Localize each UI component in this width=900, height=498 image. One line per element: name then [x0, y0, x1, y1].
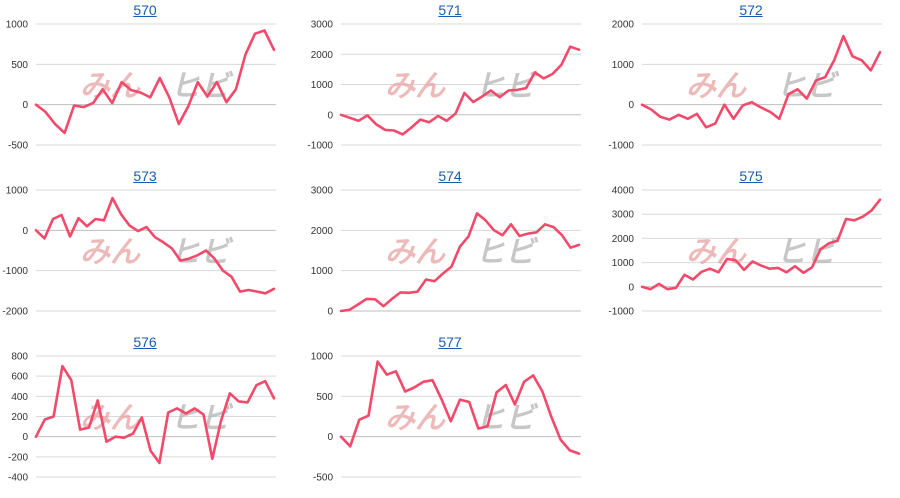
y-tick-label: -400: [8, 473, 28, 484]
y-tick-label: -1000: [307, 141, 333, 152]
watermark-text: みん: [686, 235, 747, 270]
chart-panel-575: 575 -1000 0 1000 2000 3000 4000 みん ヒビ: [606, 166, 896, 330]
chart-title-link[interactable]: 574: [438, 168, 462, 184]
watermark-text: ヒビ: [776, 235, 840, 270]
y-tick-label: 3000: [612, 210, 635, 221]
watermark-logo: みん ヒビ: [385, 401, 539, 436]
series-line: [34, 364, 276, 465]
watermark-text: みん: [80, 69, 141, 104]
y-tick-label: 200: [11, 412, 28, 423]
y-tick-label: -500: [313, 473, 333, 484]
chart-title-link[interactable]: 575: [739, 168, 763, 184]
y-tick-label: 0: [22, 432, 28, 443]
y-tick-label: 0: [22, 100, 28, 111]
chart-panel-574: 574 0 1000 2000 3000 みん ヒビ: [305, 166, 595, 330]
line-chart: -400 -200 0 200 400 600 800 みん ヒビ: [8, 352, 276, 484]
watermark-text: みん: [385, 69, 446, 104]
y-tick-label: 0: [22, 226, 28, 237]
y-tick-label: 2000: [612, 234, 635, 245]
y-tick-label: 3000: [311, 186, 334, 197]
chart-title-link[interactable]: 576: [133, 334, 157, 350]
chart-panel-573: 573 -2000 -1000 0 1000 みん ヒビ: [0, 166, 290, 330]
y-tick-label: -1000: [608, 307, 634, 318]
y-tick-label: 1000: [612, 60, 635, 71]
y-tick-label: 2000: [311, 226, 334, 237]
y-tick-label: 1000: [6, 186, 29, 197]
series-line: [640, 34, 882, 129]
line-chart: -2000 -1000 0 1000 みん ヒビ: [2, 186, 276, 318]
y-tick-label: 800: [11, 352, 28, 363]
watermark-text: ヒビ: [475, 69, 539, 104]
chart-panel-571: 571 -1000 0 1000 2000 3000 みん ヒビ: [305, 0, 595, 164]
y-tick-label: 0: [327, 432, 333, 443]
y-tick-label: 1000: [311, 80, 334, 91]
chart-panel-577: 577 -500 0 500 1000 みん ヒビ: [305, 332, 595, 496]
y-tick-label: 2000: [311, 50, 334, 61]
watermark-logo: みん ヒビ: [686, 69, 840, 104]
y-tick-label: 500: [316, 392, 333, 403]
series-line: [339, 45, 581, 136]
y-tick-label: -1000: [2, 266, 28, 277]
watermark-logo: みん ヒビ: [385, 235, 539, 270]
chart-title-link[interactable]: 571: [438, 2, 462, 18]
y-tick-label: -2000: [2, 307, 28, 318]
watermark-logo: みん ヒビ: [80, 235, 234, 270]
line-chart: -1000 0 1000 2000 3000 みん ヒビ: [307, 20, 581, 152]
series-line: [640, 198, 882, 291]
watermark-logo: みん ヒビ: [80, 401, 234, 436]
y-tick-label: 0: [327, 307, 333, 318]
y-tick-label: 1000: [6, 20, 29, 31]
series-line: [34, 196, 276, 295]
series-line: [34, 29, 276, 135]
y-tick-label: 0: [628, 282, 634, 293]
y-tick-label: 1000: [311, 266, 334, 277]
chart-panel-576: 576 -400 -200 0 200 400 600 800 みん ヒビ: [0, 332, 290, 496]
y-tick-label: 500: [11, 60, 28, 71]
line-chart: 0 1000 2000 3000 みん ヒビ: [311, 186, 581, 318]
watermark-text: ヒビ: [475, 235, 539, 270]
y-tick-label: 2000: [612, 20, 635, 31]
y-tick-label: -200: [8, 452, 28, 463]
line-chart: -1000 0 1000 2000 3000 4000 みん ヒビ: [608, 186, 882, 318]
series-line: [339, 212, 581, 313]
watermark-text: ヒビ: [170, 401, 234, 436]
chart-panel-570: 570 -500 0 500 1000 みん ヒビ: [0, 0, 290, 164]
chart-title-link[interactable]: 572: [739, 2, 763, 18]
y-tick-label: 600: [11, 372, 28, 383]
watermark-text: みん: [385, 401, 446, 436]
chart-title-link[interactable]: 577: [438, 334, 462, 350]
y-tick-label: 3000: [311, 20, 334, 31]
watermark-logo: みん ヒビ: [686, 235, 840, 270]
y-tick-label: 4000: [612, 186, 635, 197]
chart-panel-572: 572 -1000 0 1000 2000 みん ヒビ: [606, 0, 896, 164]
y-tick-label: 400: [11, 392, 28, 403]
chart-title-link[interactable]: 573: [133, 168, 157, 184]
y-tick-label: 0: [628, 100, 634, 111]
watermark-text: みん: [385, 235, 446, 270]
watermark-text: みん: [80, 235, 141, 270]
y-tick-label: -1000: [608, 141, 634, 152]
y-tick-label: 0: [327, 110, 333, 121]
y-tick-label: -500: [8, 141, 28, 152]
y-tick-label: 1000: [612, 258, 635, 269]
line-chart: -1000 0 1000 2000 みん ヒビ: [608, 20, 882, 152]
watermark-text: みん: [686, 69, 747, 104]
watermark-text: みん: [80, 401, 141, 436]
line-chart: -500 0 500 1000 みん ヒビ: [311, 352, 581, 484]
y-tick-label: 1000: [311, 352, 334, 363]
watermark-text: ヒビ: [475, 401, 539, 436]
series-line: [339, 360, 581, 455]
chart-title-link[interactable]: 570: [133, 2, 157, 18]
